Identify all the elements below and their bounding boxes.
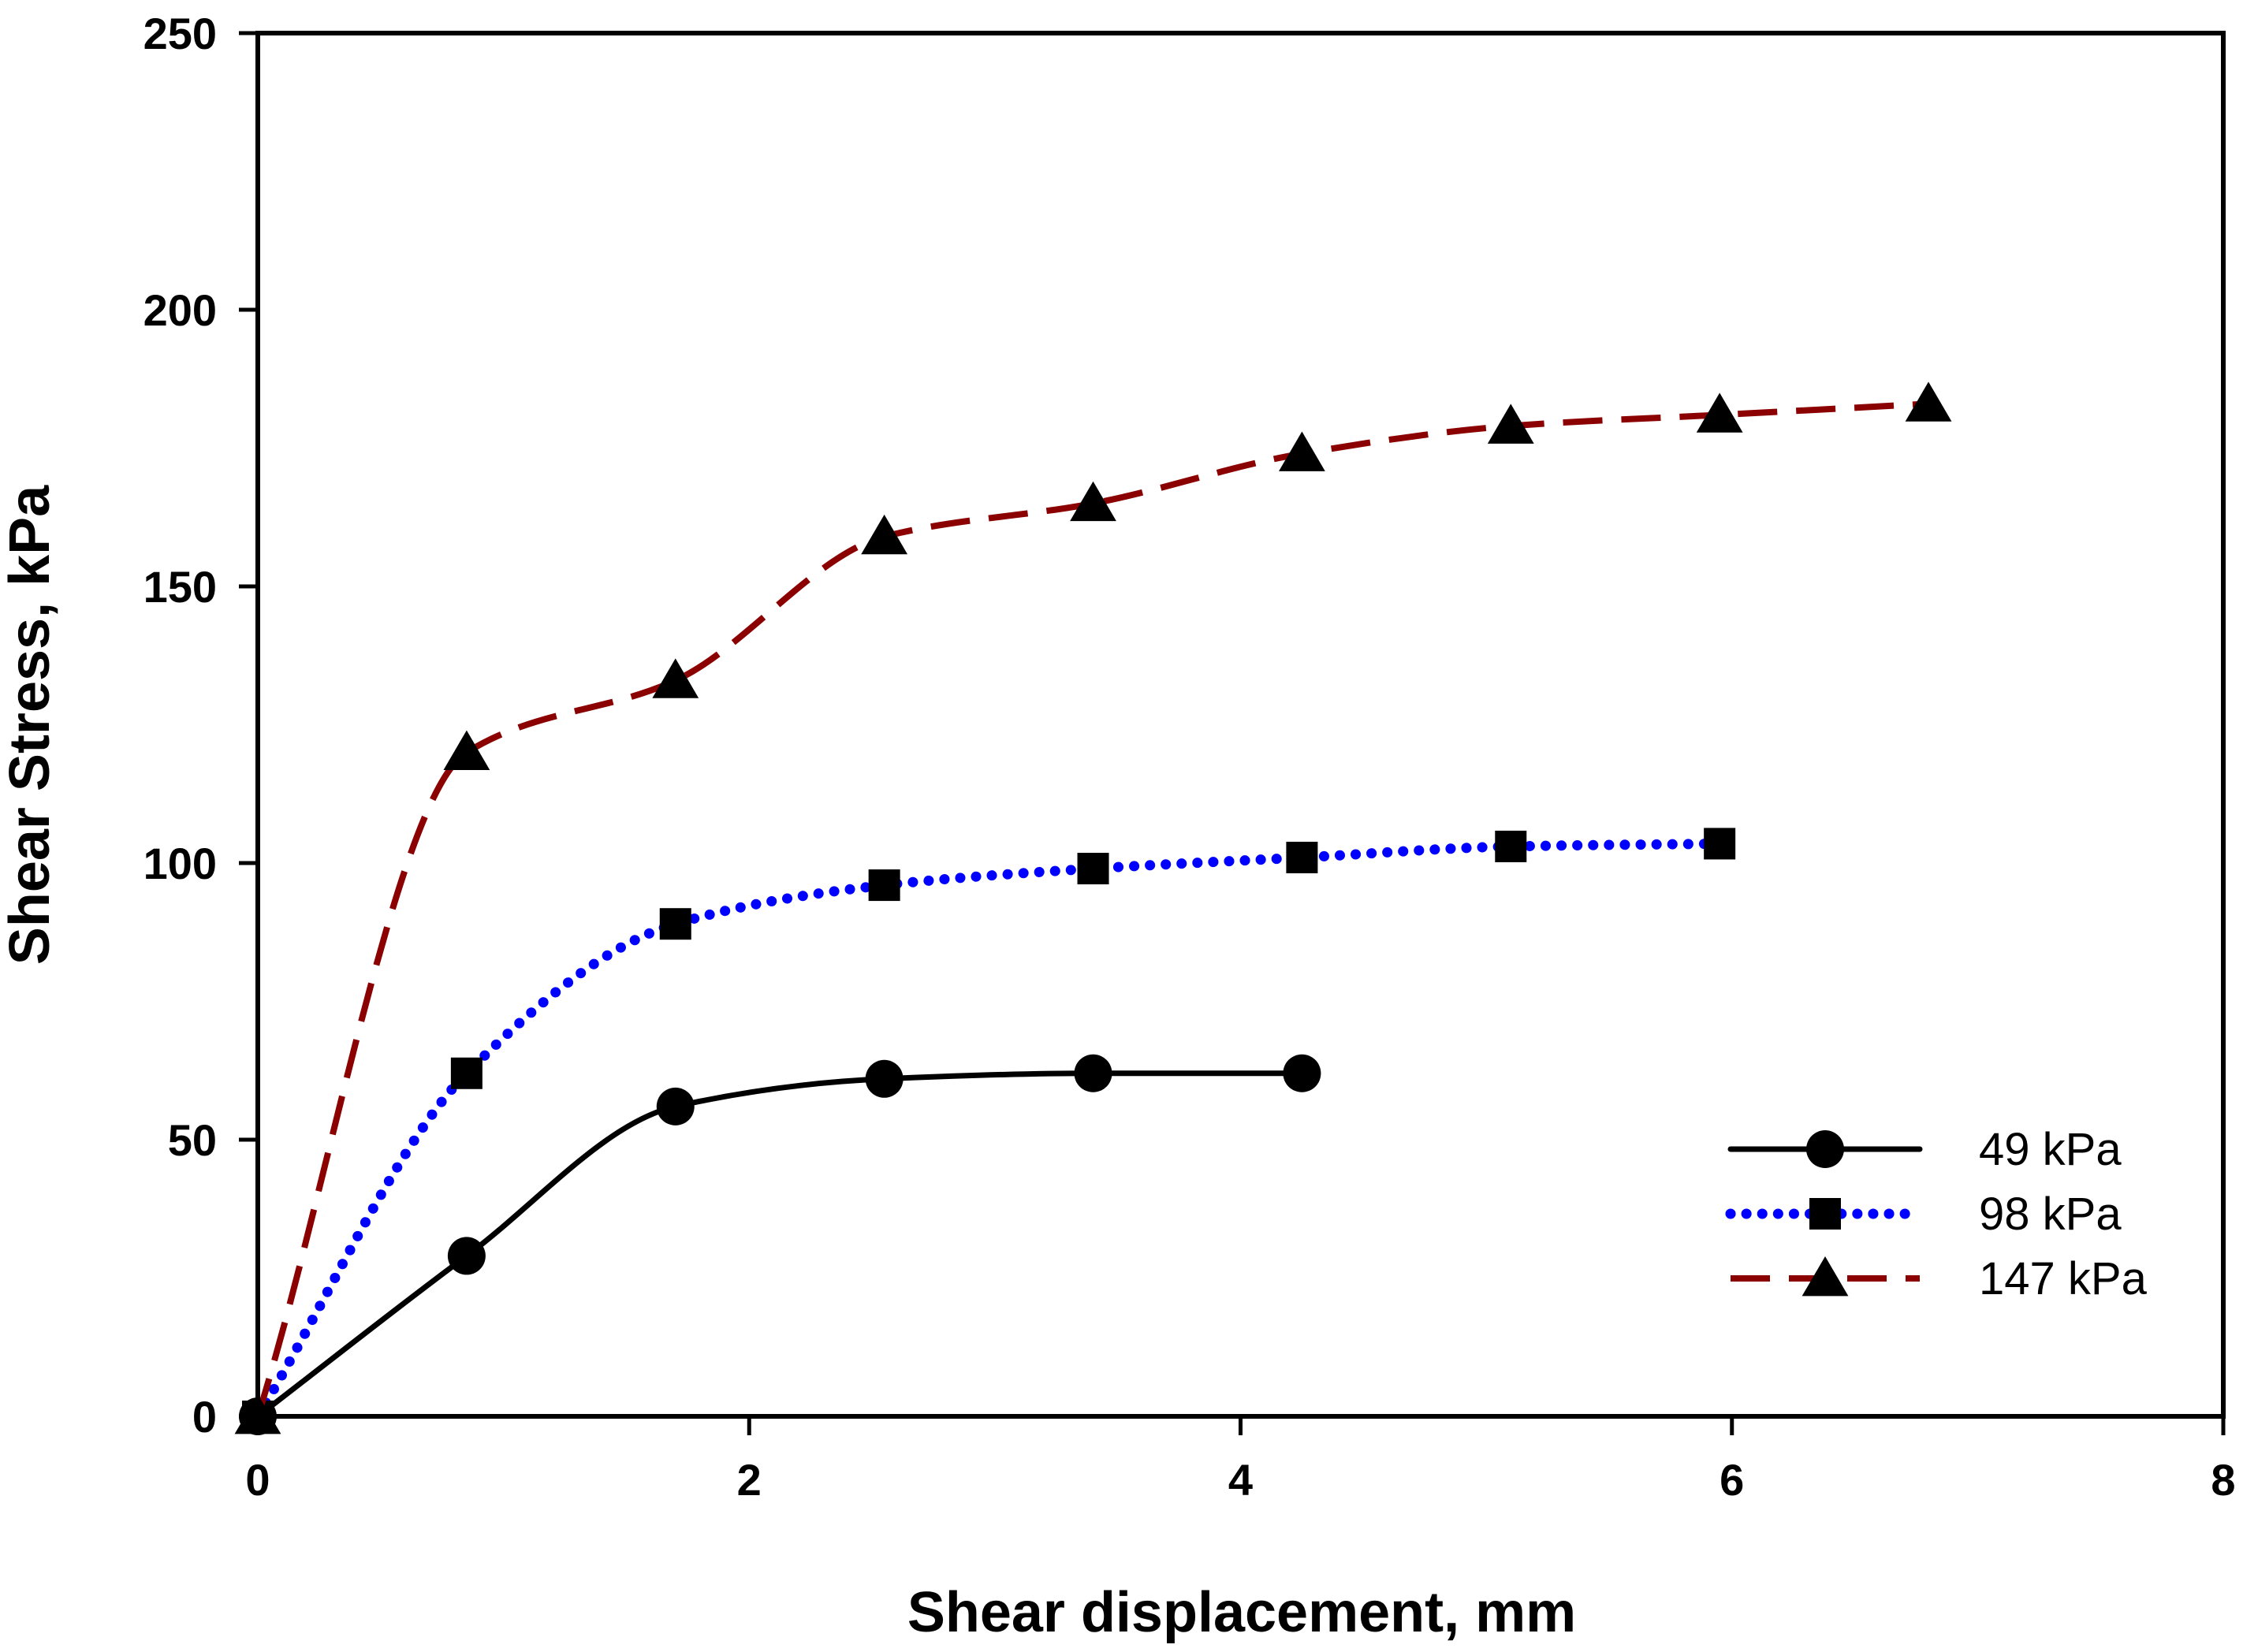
y-axis-ticks: 0 50 100 150 200 250 bbox=[143, 9, 258, 1442]
x-tick-label: 4 bbox=[1228, 1455, 1253, 1505]
data-point-square bbox=[1077, 853, 1109, 885]
legend-marker-circle bbox=[1806, 1130, 1844, 1168]
data-point-triangle bbox=[1070, 481, 1116, 522]
data-point-triangle bbox=[1487, 404, 1534, 444]
data-point-circle bbox=[1283, 1054, 1321, 1092]
data-point-triangle bbox=[652, 658, 699, 698]
y-axis-title: Shear Stress, kPa bbox=[0, 485, 61, 965]
data-point-triangle bbox=[861, 514, 908, 555]
series-147-kpa bbox=[234, 381, 1952, 1434]
data-point-square bbox=[1495, 830, 1527, 862]
x-tick-label: 8 bbox=[2211, 1455, 2235, 1505]
series-line bbox=[255, 400, 1929, 1418]
y-tick-label: 0 bbox=[192, 1392, 217, 1442]
data-point-circle bbox=[1074, 1054, 1112, 1092]
legend-label: 49 kPa bbox=[1979, 1124, 2122, 1175]
series-layer bbox=[234, 381, 1952, 1435]
data-point-triangle bbox=[1905, 381, 1952, 422]
data-point-square bbox=[868, 869, 900, 902]
data-point-triangle bbox=[1279, 431, 1325, 471]
x-tick-label: 2 bbox=[737, 1455, 762, 1505]
y-tick-label: 100 bbox=[143, 839, 217, 888]
data-point-square bbox=[1704, 828, 1736, 860]
x-axis-ticks: 0 2 4 6 8 bbox=[245, 1416, 2236, 1505]
data-point-circle bbox=[865, 1059, 904, 1098]
y-tick-label: 200 bbox=[143, 285, 217, 335]
data-point-triangle bbox=[1696, 393, 1743, 433]
y-tick-label: 50 bbox=[168, 1115, 217, 1165]
legend-marker-triangle bbox=[1801, 1256, 1849, 1297]
series-line bbox=[255, 1070, 1305, 1419]
legend-label: 98 kPa bbox=[1979, 1189, 2122, 1240]
x-axis-title: Shear displacement, mm bbox=[907, 1581, 1576, 1644]
data-point-triangle bbox=[234, 1394, 281, 1434]
data-point-circle bbox=[447, 1237, 486, 1275]
data-point-square bbox=[1286, 841, 1318, 873]
data-point-circle bbox=[656, 1087, 695, 1126]
y-tick-label: 250 bbox=[143, 9, 217, 58]
x-tick-label: 6 bbox=[1720, 1455, 1744, 1505]
plot-frame bbox=[255, 31, 2226, 1419]
data-point-square bbox=[659, 908, 691, 940]
legend: 49 kPa 98 kPa 147 kPa bbox=[1725, 1124, 2148, 1304]
x-tick-label: 0 bbox=[245, 1455, 270, 1505]
legend-label: 147 kPa bbox=[1979, 1253, 2148, 1304]
y-tick-label: 150 bbox=[143, 562, 217, 612]
series-line bbox=[252, 838, 1725, 1422]
legend-marker-square bbox=[1809, 1198, 1841, 1230]
series-98-kpa bbox=[242, 828, 1736, 1432]
series-49-kpa bbox=[239, 1054, 1321, 1435]
data-point-square bbox=[450, 1057, 483, 1089]
data-point-triangle bbox=[443, 730, 490, 770]
